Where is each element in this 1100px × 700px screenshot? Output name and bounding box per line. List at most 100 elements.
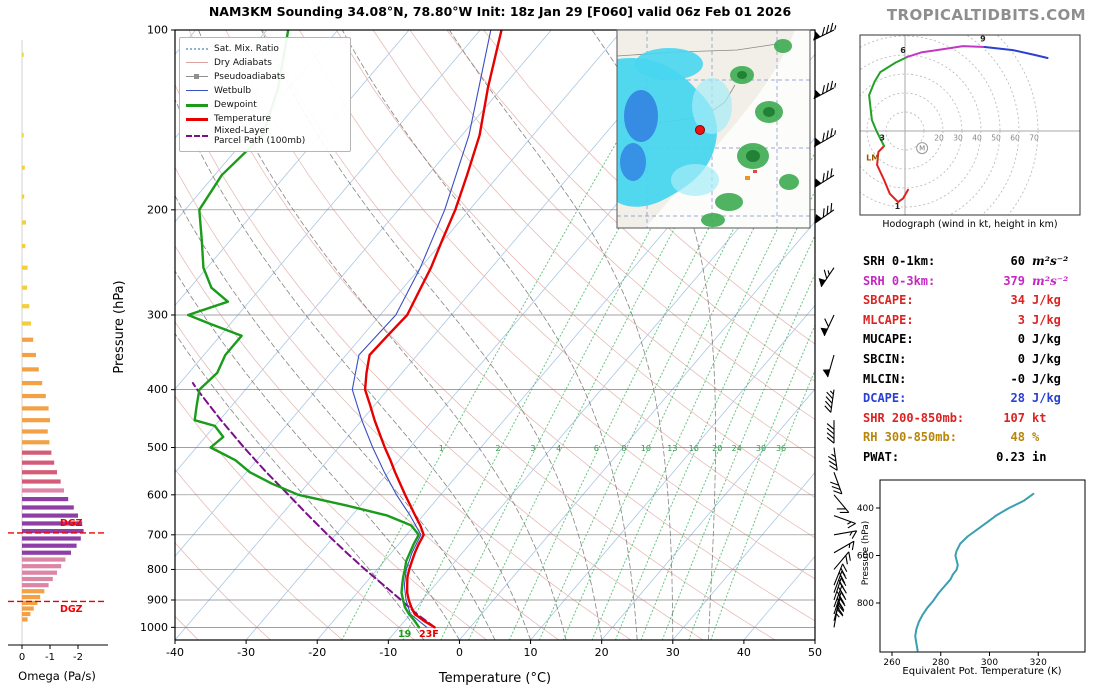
legend-label: Dry Adiabats	[214, 57, 272, 68]
svg-text:40: 40	[737, 646, 751, 659]
wind-barbs	[813, 22, 858, 628]
omega-bar	[22, 479, 61, 484]
omega-bar	[22, 429, 48, 434]
legend-swatch	[186, 44, 208, 54]
hodograph-trace-0-3km	[876, 145, 909, 204]
stat-unit: J/kg	[1032, 351, 1061, 366]
svg-text:400: 400	[857, 504, 874, 514]
stat-value: -0	[1010, 371, 1025, 386]
legend-item: Dewpoint	[186, 98, 344, 112]
omega-bar	[22, 337, 34, 342]
theta-e-chart: 400 600 800 260 280 300 320	[857, 479, 1086, 668]
svg-text:-30: -30	[237, 646, 255, 659]
stat-label: SRH 0-3km:	[863, 273, 936, 288]
svg-text:13: 13	[667, 444, 677, 453]
omega-xlabel: Omega (Pa/s)	[18, 669, 96, 683]
omega-bar	[22, 285, 28, 290]
stat-value: 3	[1017, 312, 1025, 327]
map-precip-rain	[701, 213, 725, 227]
location-dot	[695, 125, 705, 135]
omega-bar	[22, 352, 36, 358]
stat-unit: kt	[1032, 410, 1047, 425]
stat-row: RH 300-850mb: 48%	[863, 428, 1073, 448]
svg-text:400: 400	[147, 383, 168, 396]
svg-text:-2: -2	[73, 652, 83, 663]
hodograph-marker: LM	[866, 154, 879, 163]
omega-bar	[22, 564, 62, 569]
legend-item: Mixed-Layer Parcel Path (100mb)	[186, 126, 344, 147]
stat-value: 60	[1010, 254, 1025, 268]
legend-item: Sat. Mix. Ratio	[186, 42, 344, 56]
omega-bar	[22, 304, 30, 309]
omega-bar	[22, 513, 78, 518]
stat-row: PWAT: 0.23 in	[863, 448, 1073, 468]
stat-row: SBCIN: 0 J/kg	[863, 350, 1073, 370]
svg-text:-40: -40	[166, 646, 184, 659]
svg-text:30: 30	[756, 444, 766, 453]
hodograph-trace-3-6km	[868, 56, 908, 147]
skewt-xlabel: Temperature (°C)	[438, 671, 552, 686]
stat-unit: J/kg	[1032, 312, 1061, 327]
legend-swatch	[186, 131, 208, 141]
stat-label: PWAT:	[863, 449, 900, 464]
svg-text:20: 20	[934, 134, 944, 143]
temperature-curve	[363, 30, 503, 629]
surface-temp-f-label: 23F	[419, 629, 439, 640]
svg-text:280: 280	[932, 658, 949, 668]
svg-text:700: 700	[147, 528, 168, 541]
svg-text:40: 40	[972, 134, 982, 143]
skewt-legend: Sat. Mix. Ratio Dry Adiabats Pseudoadiabat…	[179, 37, 351, 152]
map-precip-rain	[774, 39, 792, 53]
svg-text:100: 100	[147, 24, 168, 37]
stat-label: MLCIN:	[863, 371, 907, 386]
skewt-profiles	[186, 30, 503, 629]
theta-e-ylabel: Pressure (hPa)	[861, 520, 871, 586]
stat-label: DCAPE:	[863, 391, 907, 406]
omega-bar	[22, 543, 77, 548]
page-title: NAM3KM Sounding 34.08°N, 78.80°W Init: 1…	[208, 4, 792, 19]
stat-label: SHR 200-850mb:	[863, 410, 965, 425]
svg-text:300: 300	[981, 658, 998, 668]
svg-text:500: 500	[147, 441, 168, 454]
legend-item: Wetbulb	[186, 84, 344, 98]
hodograph-height-label: 1	[895, 202, 901, 211]
stat-row: MUCAPE: 0 J/kg	[863, 330, 1073, 350]
legend-label: Wetbulb	[214, 85, 252, 96]
svg-text:70: 70	[1029, 134, 1039, 143]
omega-bar	[22, 418, 50, 423]
dgz-label: DGZ	[60, 517, 83, 529]
legend-swatch	[186, 72, 208, 82]
legend-label: Pseudoadiabats	[214, 71, 286, 82]
svg-text:-1: -1	[45, 652, 55, 663]
svg-text:260: 260	[883, 658, 900, 668]
hodograph-trace-9-12km	[983, 46, 1049, 59]
omega-bar	[22, 589, 45, 594]
stat-label: SBCIN:	[863, 351, 907, 366]
stat-value: 28	[1010, 391, 1025, 406]
svg-text:10: 10	[641, 444, 651, 453]
skewt-grid: 1 2 3 4 6 8 10 13 16 20 24 30 36	[175, 30, 815, 640]
svg-text:36: 36	[776, 444, 786, 453]
svg-text:800: 800	[147, 563, 168, 576]
legend-label: Mixed-Layer Parcel Path (100mb)	[214, 126, 306, 147]
stat-unit: J/kg	[1032, 332, 1061, 347]
svg-text:200: 200	[147, 203, 168, 216]
svg-text:50: 50	[808, 646, 822, 659]
omega-bar	[22, 521, 83, 526]
radar-inset-map	[616, 29, 811, 229]
hodograph-height-label: 9	[980, 35, 986, 44]
omega-bar	[22, 460, 55, 465]
map-precip-rain	[779, 174, 799, 190]
stat-value: 107	[1003, 410, 1025, 425]
svg-text:320: 320	[1030, 658, 1047, 668]
omega-bar	[22, 406, 49, 411]
stats-panel: SRH 0-1km: 60 m²s⁻² SRH 0-3km: 379 m²s⁻² SBCAP…	[863, 252, 1073, 468]
skewt-ylabel: Pressure (hPa)	[112, 280, 127, 374]
legend-item: Pseudoadiabats	[186, 70, 344, 84]
svg-text:8: 8	[621, 444, 626, 453]
stat-value: 34	[1010, 293, 1025, 308]
wetbulb-curve	[351, 30, 492, 628]
